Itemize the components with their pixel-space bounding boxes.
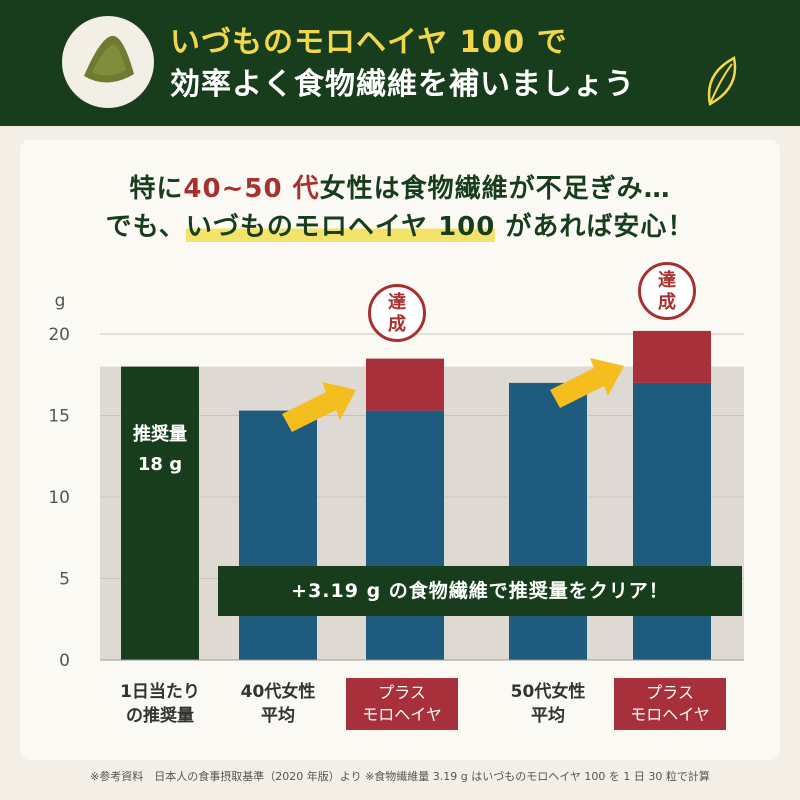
header-title-line1: いづものモロヘイヤ 100 で (170, 25, 568, 60)
bar-added (633, 330, 711, 383)
stamp-char: 達 (388, 292, 406, 313)
lead-line1: 特に40~50 代女性は食物繊維が不足ぎみ… (0, 168, 800, 205)
bar-base (366, 410, 444, 660)
bar-base (239, 410, 317, 660)
x-label-line: プラス (646, 683, 694, 702)
bar-base (633, 382, 711, 660)
x-label-line: 平均 (531, 706, 565, 726)
stamp-char: 成 (388, 314, 406, 335)
x-label-plus-50s: プラス モロヘイヤ (614, 678, 726, 730)
increase-arrow (550, 358, 624, 408)
lead-text: 女性は食物繊維が不足ぎみ… (319, 174, 671, 204)
bar-base (121, 366, 199, 660)
lead-text: があれば安心！ (495, 212, 695, 242)
stamp-char: 成 (658, 292, 676, 313)
bar-added (366, 358, 444, 411)
lead-line2: でも、いづものモロヘイヤ 100 があれば安心！ (0, 206, 800, 243)
lead-text: でも、 (105, 212, 186, 242)
header-title: いづものモロヘイヤ 100 で 効率よく食物繊維を補いましょう (170, 22, 635, 106)
x-label-line: モロヘイヤ (630, 705, 710, 724)
y-tick-label: 5 (59, 570, 70, 590)
x-label-line: モロヘイヤ (362, 705, 442, 724)
x-label-line: プラス (378, 683, 426, 702)
tablet-icon (84, 35, 134, 83)
product-badge (62, 16, 154, 108)
y-axis-unit: g (55, 291, 66, 311)
recommended-value: 18 g (137, 454, 183, 475)
x-label-line: 1日当たり (120, 682, 200, 702)
stamp-char: 達 (658, 270, 676, 291)
x-label-line: の推奨量 (126, 706, 194, 726)
x-label-line: 40代女性 (240, 682, 316, 702)
achieved-stamp: 達成 (368, 284, 426, 342)
achieved-stamp: 達成 (638, 262, 696, 320)
leaf-icon (707, 56, 737, 106)
y-tick-label: 10 (48, 488, 70, 508)
y-tick-label: 20 (48, 325, 70, 345)
y-tick-label: 15 (48, 407, 70, 427)
x-label-40s: 40代女性平均 (218, 680, 338, 728)
bar-base (509, 382, 587, 660)
x-label-line: 平均 (261, 706, 295, 726)
result-banner: +3.19 g の食物繊維で推奨量をクリア！ (218, 566, 742, 616)
header-title-line2: 効率よく食物繊維を補いましょう (170, 67, 635, 102)
x-label-50s: 50代女性平均 (488, 680, 608, 728)
x-label-line: 50代女性 (510, 682, 586, 702)
header-band: いづものモロヘイヤ 100 で 効率よく食物繊維を補いましょう (0, 0, 800, 126)
lead-age: 40~50 代 (183, 174, 320, 204)
y-tick-label: 0 (59, 651, 70, 671)
x-label-recommended: 1日当たりの推奨量 (100, 680, 220, 728)
recommended-title: 推奨量 (133, 424, 187, 445)
lead-product: いづものモロヘイヤ 100 (185, 212, 496, 242)
lead-text: 特に (129, 174, 184, 204)
footnote: ※参考資料 日本人の食事摂取基準（2020 年版）より ※食物繊維量 3.19 … (90, 770, 710, 783)
recommended-label: 推奨量 18 g (120, 420, 200, 480)
x-label-plus-40s: プラス モロヘイヤ (346, 678, 458, 730)
increase-arrow (282, 382, 356, 432)
